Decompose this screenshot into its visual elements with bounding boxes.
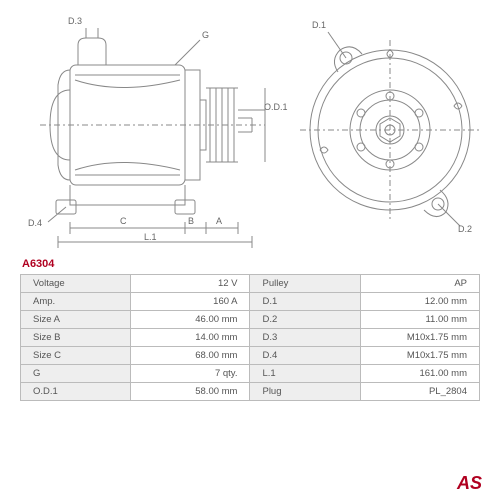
- dim-b: B: [188, 216, 194, 226]
- part-number: A6304: [20, 258, 480, 270]
- brand-logo: AS: [457, 473, 482, 494]
- side-view-svg: [20, 10, 280, 250]
- spec-label: Size A: [21, 311, 131, 329]
- spec-label: D.2: [250, 311, 360, 329]
- spec-label: Amp.: [21, 293, 131, 311]
- spec-value: M10x1.75 mm: [360, 329, 479, 347]
- table-row: Amp.160 AD.112.00 mm: [21, 293, 480, 311]
- table-row: Size C68.00 mmD.4M10x1.75 mm: [21, 347, 480, 365]
- dim-od1: O.D.1: [264, 102, 288, 112]
- drawing-front-view: D.1 D.2: [290, 10, 490, 250]
- dim-d2: D.2: [458, 224, 472, 234]
- spec-value: 161.00 mm: [360, 365, 479, 383]
- spec-label: D.4: [250, 347, 360, 365]
- spec-value: AP: [360, 275, 479, 293]
- spec-label: G: [21, 365, 131, 383]
- table-row: G7 qty.L.1161.00 mm: [21, 365, 480, 383]
- drawing-side-view: D.3 G O.D.1 D.4 C B A L.1: [20, 10, 280, 250]
- spec-table-area: A6304 Voltage12 VPulleyAPAmp.160 AD.112.…: [20, 258, 480, 401]
- spec-value: 12 V: [131, 275, 250, 293]
- spec-value: PL_2804: [360, 383, 479, 401]
- spec-label: L.1: [250, 365, 360, 383]
- spec-value: 12.00 mm: [360, 293, 479, 311]
- spec-value: 46.00 mm: [131, 311, 250, 329]
- table-row: Size A46.00 mmD.211.00 mm: [21, 311, 480, 329]
- page-container: D.3 G O.D.1 D.4 C B A L.1: [0, 0, 500, 500]
- spec-value: 11.00 mm: [360, 311, 479, 329]
- spec-label: Plug: [250, 383, 360, 401]
- spec-label: Size B: [21, 329, 131, 347]
- spec-label: Voltage: [21, 275, 131, 293]
- spec-value: 14.00 mm: [131, 329, 250, 347]
- dim-d4: D.4: [28, 218, 42, 228]
- spec-label: O.D.1: [21, 383, 131, 401]
- dim-c: C: [120, 216, 127, 226]
- spec-label: Pulley: [250, 275, 360, 293]
- table-row: Voltage12 VPulleyAP: [21, 275, 480, 293]
- spec-value: 68.00 mm: [131, 347, 250, 365]
- dim-a: A: [216, 216, 222, 226]
- front-view-svg: [290, 10, 490, 250]
- dim-g: G: [202, 30, 209, 40]
- spec-value: 7 qty.: [131, 365, 250, 383]
- dim-d3: D.3: [68, 16, 82, 26]
- drawings-area: D.3 G O.D.1 D.4 C B A L.1: [0, 0, 500, 255]
- spec-label: Size C: [21, 347, 131, 365]
- spec-value: 58.00 mm: [131, 383, 250, 401]
- spec-value: M10x1.75 mm: [360, 347, 479, 365]
- dim-l1: L.1: [144, 232, 157, 242]
- table-row: O.D.158.00 mmPlugPL_2804: [21, 383, 480, 401]
- spec-label: D.3: [250, 329, 360, 347]
- dim-d1: D.1: [312, 20, 326, 30]
- spec-value: 160 A: [131, 293, 250, 311]
- table-row: Size B14.00 mmD.3M10x1.75 mm: [21, 329, 480, 347]
- spec-table: Voltage12 VPulleyAPAmp.160 AD.112.00 mmS…: [20, 274, 480, 401]
- spec-label: D.1: [250, 293, 360, 311]
